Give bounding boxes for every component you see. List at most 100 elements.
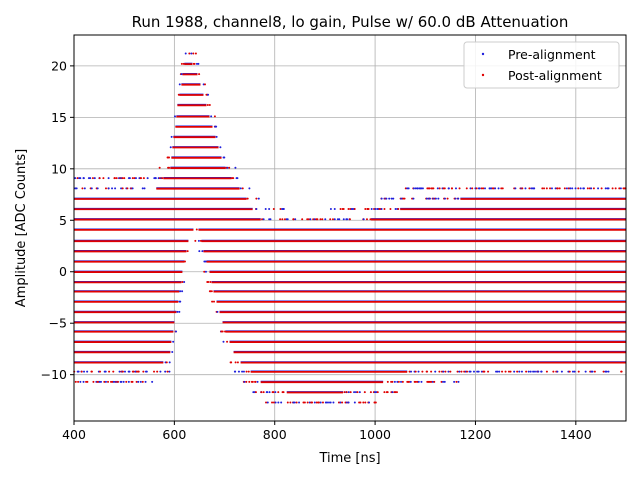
post-alignment-point [153,370,156,373]
post-alignment-point [421,370,424,373]
pre-alignment-point [168,370,171,373]
pre-alignment-point [607,187,610,190]
post-alignment-point [586,187,589,190]
pre-alignment-point [215,135,218,138]
pre-alignment-point [417,370,420,373]
pre-alignment-point [497,187,500,190]
pre-alignment-point [396,380,399,383]
post-alignment-point [188,52,191,55]
post-alignment-point [186,250,189,253]
pre-alignment-point [83,370,86,373]
pre-alignment-point [256,380,259,383]
post-alignment-point [177,93,180,96]
pre-alignment-point [174,115,177,118]
pre-alignment-point [128,177,131,180]
pre-alignment-point [252,391,255,394]
post-alignment-point [245,370,248,373]
legend-entry-pre-alignment: Pre-alignment [508,47,596,62]
post-alignment-point [117,380,120,383]
post-alignment-point [516,370,519,373]
post-alignment-point [113,177,116,180]
pre-alignment-point [216,310,219,313]
post-alignment-point [389,207,392,210]
post-alignment-point [403,197,406,200]
pre-alignment-point [347,401,350,404]
pre-alignment-point [339,401,342,404]
pre-alignment-point [237,370,240,373]
post-alignment-point [210,290,213,293]
pre-alignment-point [308,401,311,404]
pre-alignment-point [82,177,85,180]
pre-alignment-point [469,187,472,190]
post-alignment-point [568,370,571,373]
post-alignment-point [194,52,197,55]
pre-alignment-point [131,187,134,190]
post-alignment-point [395,391,398,394]
pre-alignment-point [380,207,383,210]
post-alignment-point [289,401,292,404]
pre-alignment-point [573,370,576,373]
pre-alignment-point [434,370,437,373]
post-alignment-point [451,187,454,190]
post-alignment-point [286,401,289,404]
pre-alignment-point [286,218,289,221]
pre-alignment-point [607,370,610,373]
post-alignment-point [230,361,233,364]
post-alignment-point [234,361,237,364]
post-alignment-point [373,207,376,210]
post-alignment-point [211,300,214,303]
pre-alignment-point [145,370,148,373]
post-alignment-point [166,370,169,373]
post-alignment-point [126,187,129,190]
post-alignment-point [241,187,244,190]
post-alignment-point [307,218,310,221]
post-alignment-point [394,391,397,394]
pre-alignment-point [77,370,80,373]
pre-alignment-point [338,218,341,221]
pre-alignment-point [222,340,225,343]
post-alignment-point [98,177,101,180]
post-alignment-point [541,187,544,190]
post-alignment-point [460,370,463,373]
post-alignment-point [465,187,468,190]
post-alignment-point [131,380,134,383]
pre-alignment-point [529,370,532,373]
post-alignment-point [195,228,198,231]
post-alignment-point [102,177,105,180]
pre-alignment-point [537,370,540,373]
post-alignment-point [295,401,298,404]
pre-alignment-point [293,401,296,404]
post-alignment-point [349,207,352,210]
post-alignment-point [401,380,404,383]
pre-alignment-point [431,380,434,383]
post-alignment-point [466,370,469,373]
post-alignment-point [142,370,145,373]
post-alignment-point [279,207,282,210]
post-alignment-point [272,391,275,394]
post-alignment-point [209,290,212,293]
post-alignment-point [507,370,510,373]
x-tick-label: 1200 [460,427,492,442]
pre-alignment-point [122,380,125,383]
post-alignment-point [577,187,580,190]
pre-alignment-point [183,281,186,284]
pre-alignment-point [533,187,536,190]
pre-alignment-point [262,218,265,221]
post-alignment-point [246,197,249,200]
pre-alignment-point [123,370,126,373]
pre-alignment-point [394,207,397,210]
y-tick-label: 0 [59,264,67,279]
pre-alignment-point [421,187,424,190]
y-axis-label: Amplitude [ADC Counts] [14,149,29,307]
pre-alignment-point [176,310,179,313]
post-alignment-point [482,187,485,190]
pre-alignment-point [86,370,89,373]
post-alignment-point [408,370,411,373]
pre-alignment-point [483,187,486,190]
post-alignment-point [386,391,389,394]
x-tick-label: 600 [162,427,186,442]
pre-alignment-point [327,401,330,404]
post-alignment-point [549,187,552,190]
x-axis: 400 600 800 1000 1200 1400 [62,421,592,442]
post-alignment-point [206,103,209,106]
